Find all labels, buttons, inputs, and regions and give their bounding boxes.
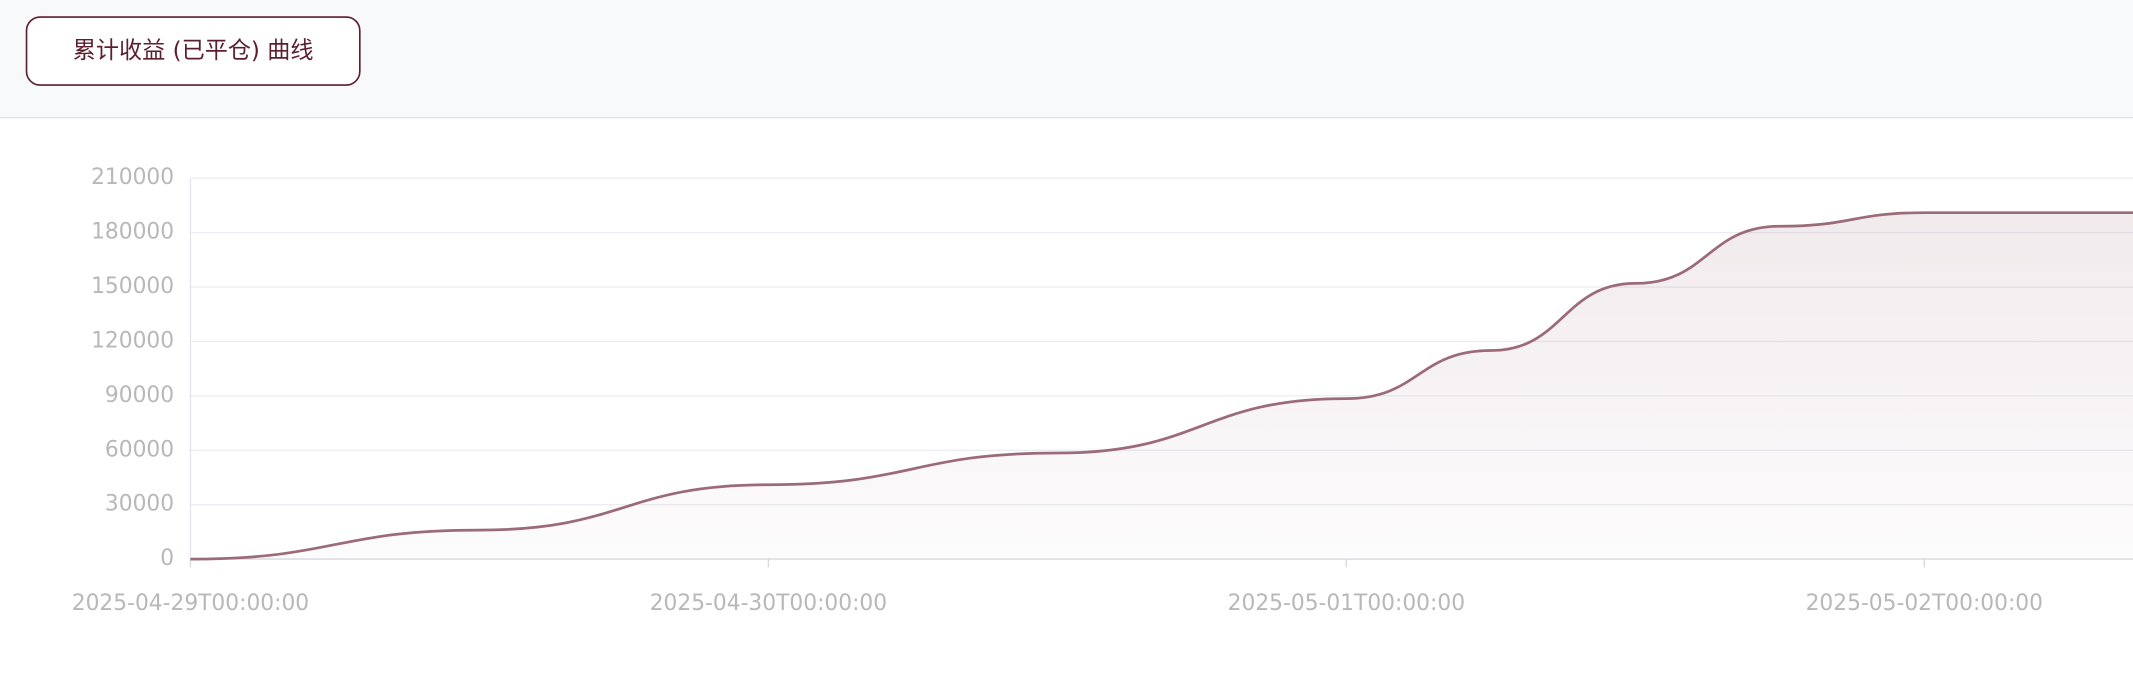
y-tick-label: 90000 (105, 383, 174, 408)
y-tick-label: 150000 (91, 274, 174, 299)
x-tick-label: 2025-04-29T00:00:00 (72, 591, 309, 616)
y-tick-label: 180000 (91, 220, 174, 245)
chart-title[interactable]: 累计收益 (已平仓) 曲线 (73, 38, 314, 64)
area (190, 212, 2133, 560)
x-tick-label: 2025-05-02T00:00:00 (1806, 591, 2043, 616)
y-tick-label: 30000 (105, 492, 174, 517)
y-tick-label: 0 (160, 546, 174, 571)
x-tick-label: 2025-04-30T00:00:00 (650, 591, 887, 616)
title-button[interactable] (25, 16, 361, 86)
line (190, 211, 2133, 561)
y-tick-label: 210000 (91, 165, 174, 190)
y-tick-label: 120000 (91, 328, 174, 353)
y-tick-label: 60000 (105, 437, 174, 462)
x-tick-label: 2025-05-01T00:00:00 (1228, 591, 1465, 616)
